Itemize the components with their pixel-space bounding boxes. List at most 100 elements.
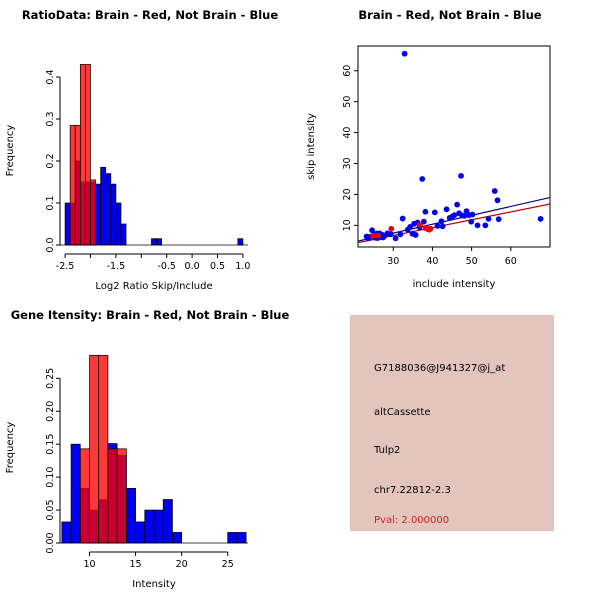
histogram-bar: [115, 202, 122, 246]
data-point: [461, 212, 468, 219]
y-axis-tick-label: 0.1: [45, 195, 56, 210]
data-point: [427, 225, 434, 232]
data-point: [401, 50, 408, 57]
histogram-bar: [98, 354, 109, 544]
x-axis-tick-label: 10: [83, 559, 95, 570]
data-point: [399, 215, 406, 222]
gene-symbol-label: Tulp2: [374, 445, 401, 456]
x-axis-tick-label: 40: [426, 256, 438, 267]
y-axis-tick-label: 0.3: [45, 111, 56, 126]
histogram-bar: [156, 238, 162, 246]
histogram-bar: [90, 179, 96, 246]
gene-intensity-histogram-title: Gene Itensity: Brain - Red, Not Brain - …: [10, 308, 290, 322]
data-point: [369, 227, 376, 234]
histogram-bar: [120, 223, 127, 246]
data-point: [458, 172, 464, 179]
data-point: [485, 215, 492, 222]
x-axis-tick-label: 30: [387, 256, 399, 267]
bars-brain: [69, 64, 96, 246]
data-point: [439, 223, 446, 230]
x-axis-tick-label: 15: [130, 559, 142, 570]
x-axis-label: Intensity: [132, 579, 176, 590]
histogram-bar: [79, 448, 90, 544]
x-axis-label: include intensity: [413, 279, 496, 290]
y-axis-tick-label: 0.05: [45, 499, 56, 520]
histogram-bar: [151, 238, 157, 246]
data-point: [407, 224, 414, 230]
data-point: [494, 197, 501, 204]
points-brain: [369, 221, 434, 239]
histogram-bar: [237, 238, 244, 246]
data-point: [417, 221, 423, 228]
y-axis-tick-label: 0.00: [45, 532, 56, 553]
gene-info-panel: G7188036@J941327@j_at altCassette Tulp2 …: [300, 300, 600, 600]
histogram-bar: [100, 166, 107, 246]
histogram-bar: [144, 509, 155, 544]
svg-scatter-content: 10 20 30 40 50 60 skip intensity 30 40 50 60 includ…: [306, 45, 551, 290]
y-axis-tick-label: 20: [342, 188, 353, 200]
x-axis-tick-label: -1.5: [107, 261, 126, 272]
histogram-bar: [172, 532, 182, 544]
histogram-bar: [135, 521, 146, 544]
y-axis-tick-label: 0.4: [45, 69, 56, 84]
x-axis-tick-label: 25: [222, 559, 234, 570]
x-axis-tick-label: -2.5: [56, 261, 75, 272]
data-point: [420, 218, 427, 225]
histogram-bar: [95, 183, 101, 246]
pval-label: Pval: 2.000000: [374, 515, 450, 526]
gene-intensity-histogram-plot: 0.00 0.05 0.10 0.15 0.20 0.25 Frequency 10 15 20 2…: [5, 354, 248, 590]
data-point: [482, 222, 489, 229]
ratio-histogram-panel: RatioData: Brain - Red, Not Brain - Blue…: [0, 0, 300, 300]
histogram-bar: [74, 124, 81, 246]
y-axis-label: Frequency: [5, 125, 16, 177]
y-axis-tick-label: 0.20: [45, 401, 56, 422]
scatter-plot: 10 20 30 40 50 60 skip intensity 30 40 50 60 includ…: [306, 45, 551, 290]
x-axis-label: Log2 Ratio Skip/Include: [95, 281, 212, 292]
gene-info-box: G7188036@J941327@j_at altCassette Tulp2 …: [350, 315, 554, 531]
y-axis-tick-label: 50: [342, 96, 353, 108]
probeset-id-label: G7188036@J941327@j_at: [374, 363, 506, 374]
scatter-panel: Brain - Red, Not Brain - Blue 10 20 30 40 50…: [300, 0, 600, 300]
ratio-histogram-title: RatioData: Brain - Red, Not Brain - Blue: [21, 8, 279, 22]
data-point: [468, 218, 475, 225]
y-axis-tick-label: 10: [342, 219, 353, 231]
ratio-histogram-plot: 0.0 0.1 0.2 0.3 0.4 Frequency -2.5 -1.5 -0.5 0.0 0…: [5, 64, 250, 292]
y-axis-tick-label: 0.10: [45, 467, 56, 488]
y-axis-tick-label: 40: [342, 127, 353, 139]
histogram-bar: [236, 532, 247, 544]
histogram-bar: [89, 354, 100, 544]
histogram-bar: [107, 448, 118, 544]
histogram-bar: [64, 202, 71, 246]
histogram-bar: [85, 64, 91, 246]
histogram-bar: [153, 509, 164, 544]
data-point: [495, 216, 502, 223]
data-point: [537, 215, 544, 222]
data-point: [469, 211, 476, 218]
data-point: [369, 232, 376, 239]
histogram-bar: [61, 521, 72, 544]
locus-label: chr7.22812-2.3: [374, 485, 451, 496]
histogram-bar: [79, 64, 86, 246]
y-axis-tick-label: 0.0: [45, 237, 56, 252]
points-not-brain: [363, 50, 544, 242]
data-point: [397, 231, 404, 238]
data-point: [491, 188, 498, 194]
x-axis-tick-label: 0.5: [210, 261, 225, 272]
data-point: [434, 223, 441, 229]
bars-brain: [79, 354, 127, 544]
data-point: [474, 222, 481, 229]
x-axis-tick-label: 0.0: [185, 261, 200, 272]
data-point: [422, 208, 429, 215]
y-axis-tick-label: 60: [342, 65, 353, 77]
histogram-bar: [227, 532, 238, 544]
histogram-bar: [110, 183, 117, 246]
data-point: [431, 209, 438, 216]
histogram-bar: [116, 448, 127, 544]
histogram-bar: [69, 124, 76, 246]
plot-area: [358, 50, 550, 244]
scatter-title: Brain - Red, Not Brain - Blue: [358, 8, 542, 22]
data-point: [412, 232, 419, 238]
data-point: [443, 206, 450, 213]
histogram-bar: [162, 499, 173, 544]
